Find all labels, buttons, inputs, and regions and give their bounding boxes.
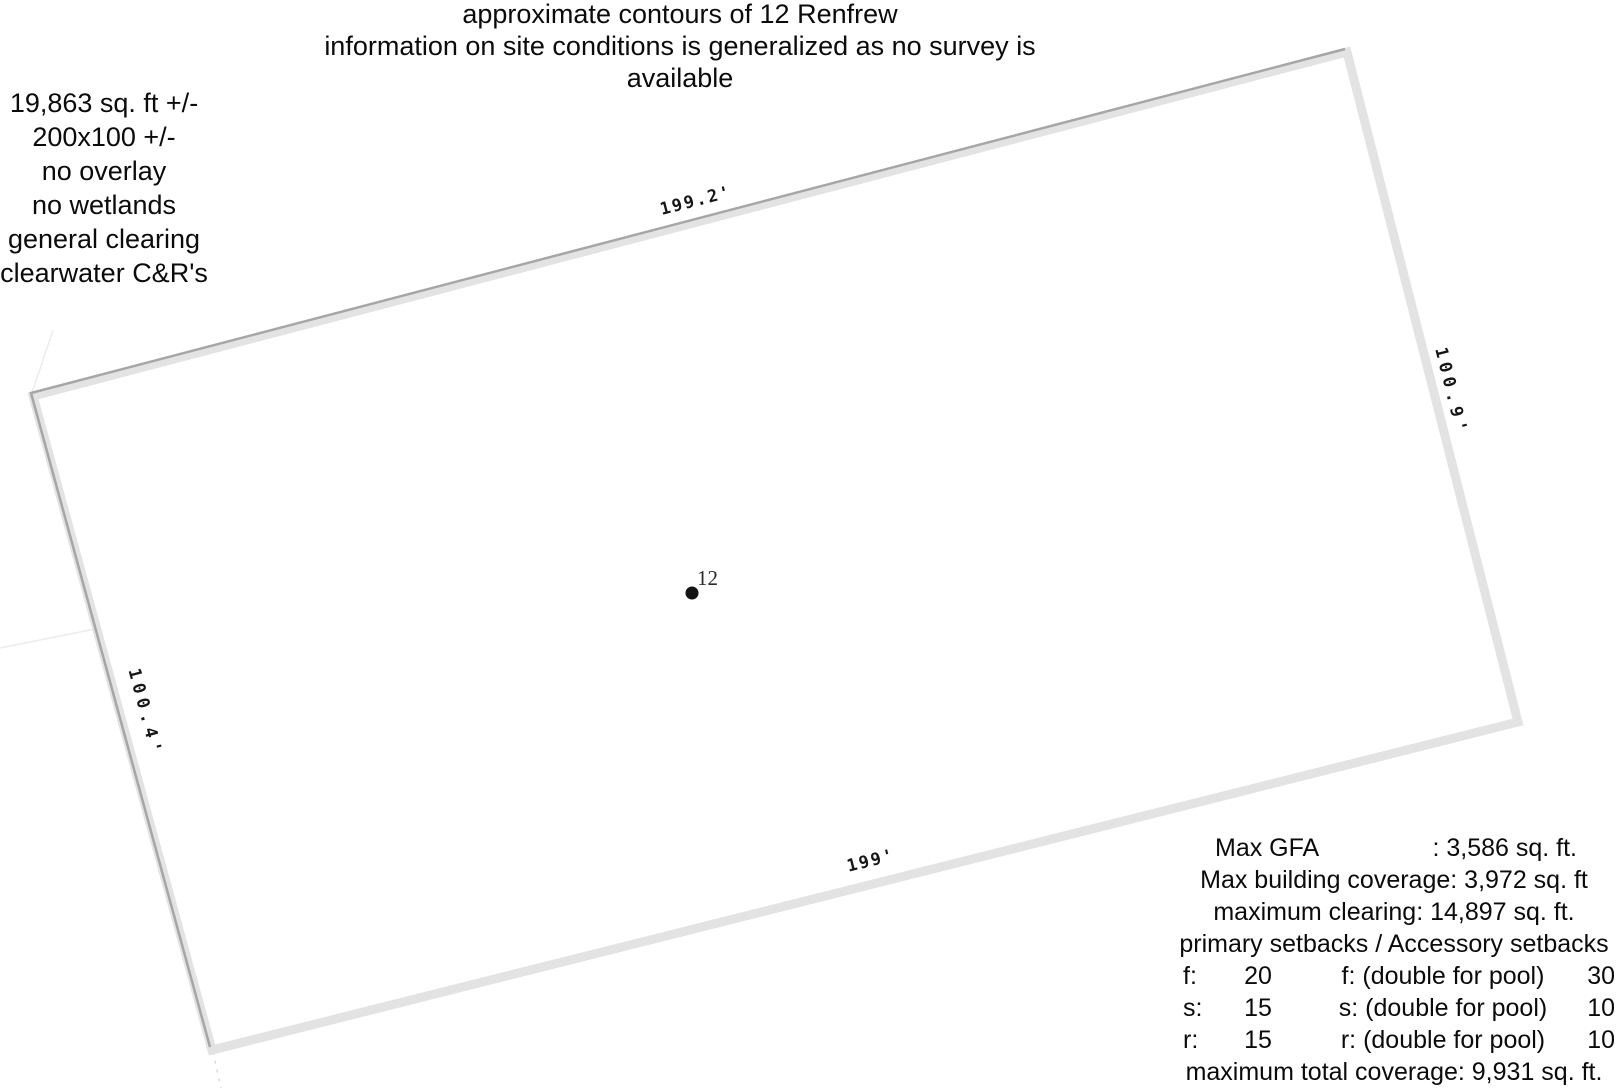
side-accessory-label: s: (double for pool): [1338, 994, 1548, 1022]
contour-dash-line: [212, 1051, 222, 1088]
front-primary-value: 20: [1244, 962, 1272, 990]
zoning-summary: Max GFA : 3,586 sq. ft. Max building cov…: [1173, 832, 1615, 1088]
contour-line: [0, 628, 96, 649]
rear-accessory-value: 10: [1587, 1026, 1615, 1054]
setback-row-rear: r: 15 r: (double for pool) 10: [1173, 1024, 1615, 1056]
front-accessory-value: 30: [1587, 962, 1615, 990]
side-accessory-value: 10: [1587, 994, 1615, 1022]
lot-number-label: 12: [697, 566, 718, 590]
max-gfa-value: : 3,586 sq. ft.: [1432, 834, 1577, 862]
max-gfa-line: Max GFA : 3,586 sq. ft.: [1173, 832, 1615, 864]
side-primary-label: s:: [1183, 994, 1203, 1022]
parcel-outline-shade: [29, 47, 1346, 1048]
site-notes: 19,863 sq. ft +/- 200x100 +/- no overlay…: [0, 86, 208, 290]
contour-line: [31, 329, 54, 394]
setback-row-side: s: 15 s: (double for pool) 10: [1173, 992, 1615, 1024]
note-lot-size: 200x100 +/-: [32, 122, 176, 152]
note-overlay: no overlay: [41, 156, 167, 186]
note-restrictions: clearwater C&R's: [0, 258, 208, 288]
front-primary-label: f:: [1183, 962, 1197, 990]
setback-row-front: f: 20 f: (double for pool) 30: [1173, 960, 1615, 992]
rear-primary-label: r:: [1183, 1026, 1199, 1054]
note-lot-area: 19,863 sq. ft +/-: [9, 88, 199, 118]
maximum-total-coverage-line: maximum total coverage: 9,931 sq. ft.: [1185, 1058, 1603, 1086]
rear-primary-value: 15: [1244, 1026, 1272, 1054]
setbacks-header: primary setbacks / Accessory setbacks: [1179, 930, 1609, 958]
front-accessory-label: f: (double for pool): [1341, 962, 1545, 990]
note-clearing: general clearing: [7, 224, 201, 254]
parcel-center-dot: [685, 586, 699, 600]
drawing-title: approximate contours of 12 Renfrew infor…: [270, 0, 1090, 94]
maximum-clearing-line: maximum clearing: 14,897 sq. ft.: [1213, 898, 1575, 926]
side-primary-value: 15: [1244, 994, 1272, 1022]
max-building-coverage-line: Max building coverage: 3,972 sq. ft: [1200, 866, 1588, 894]
title-line-2: information on site conditions is genera…: [324, 31, 1036, 93]
rear-accessory-label: r: (double for pool): [1340, 1026, 1546, 1054]
note-wetlands: no wetlands: [31, 190, 177, 220]
title-line-1: approximate contours of 12 Renfrew: [462, 0, 898, 29]
max-gfa-label: Max GFA: [1215, 834, 1320, 862]
